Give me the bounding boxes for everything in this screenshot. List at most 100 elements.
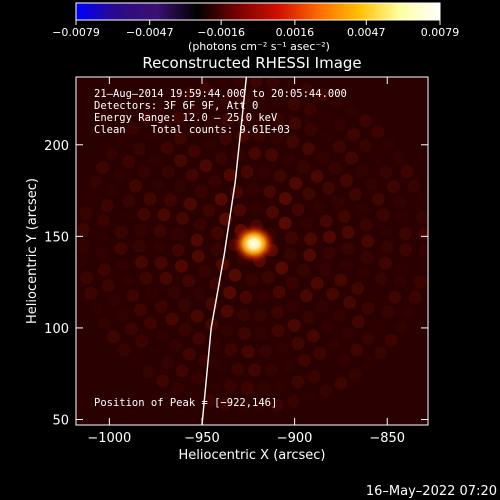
sidelobe-blob [270,398,284,412]
sidelobe-blob [190,233,204,247]
sidelobe-blob [313,346,327,360]
solar-limb-curve [201,77,248,425]
sidelobe-blob [254,309,268,323]
sidelobe-blob [239,290,253,304]
y-tick-label: 150 [44,230,69,245]
sidelobe-blob [319,130,333,144]
sidelobe-blob [278,216,292,230]
sidelobe-blob [153,224,167,238]
sidelobe-blob [233,203,247,217]
sidelobe-blob [219,132,233,146]
sidelobe-blob [220,304,234,318]
sidelobe-blob [223,379,237,393]
sidelobe-blob [303,390,317,404]
colorbar-tick-label: −0.0047 [126,26,174,39]
sidelobe-blob [291,337,305,350]
sidelobe-blob [310,169,324,183]
sidelobe-blob [278,192,292,206]
sidelobe-blob [306,329,320,343]
sidelobe-blob [348,368,362,381]
sidelobe-blob [387,180,400,194]
sidelobe-blob [326,287,340,301]
sidelobe-blob [345,151,359,165]
sidelobe-blob [287,318,301,332]
sidelobe-blob [237,327,251,340]
sidelobe-blob [186,389,200,402]
sidelobe-blob [176,211,190,225]
sidelobe-blob [89,175,103,189]
sidelobe-blob [322,362,336,376]
sidelobe-blob [237,308,251,322]
sidelobe-blob [289,176,303,190]
sidelobe-blob [134,223,148,237]
sidelobe-blob [240,165,254,179]
sidelobe-blob [318,262,332,276]
sidelobe-blob [351,315,365,329]
sidelobe-blob [248,363,262,377]
sidelobe-blob [178,323,192,337]
sidelobe-blob [281,359,295,373]
sidelobe-blob [168,338,182,352]
sidelobe-blob [159,271,173,285]
sidelobe-blob [208,338,222,352]
sidelobe-blob [194,218,207,231]
sidelobe-blob [298,354,312,367]
y-axis-label: Heliocentric Y (arcsec) [25,178,40,324]
sidelobe-blob [174,154,188,168]
sidelobe-blob [137,207,151,221]
sidelobe-blob [374,346,387,360]
sidelobe-blob [115,308,129,322]
sidelobe-blob [171,243,185,257]
x-tick-label: −850 [369,431,405,446]
sidelobe-blob [144,130,158,144]
sidelobe-blob [156,374,170,388]
sidelobe-blob [256,290,270,304]
sidelobe-blob [355,202,369,216]
colorbar [75,2,441,21]
sidelobe-blob [129,354,143,368]
sidelobe-blob [107,294,121,308]
sidelobe-blob [302,187,316,201]
sidelobe-blob [288,117,302,130]
sidelobe-blob [137,165,151,179]
sidelobe-blob [79,206,93,220]
sidelobe-blob [258,344,272,358]
sidelobe-blob [340,174,353,187]
sidelobe-blob [270,94,284,108]
sidelobe-blob [96,161,110,175]
sidelobe-blob [98,316,112,330]
sidelobe-blob [270,305,284,319]
sidelobe-blob [316,150,330,164]
sidelobe-blob [303,248,317,262]
sidelobe-blob [214,152,228,166]
sidelobe-blob [265,148,279,162]
sidelobe-blob [320,320,334,334]
sidelobe-blob [382,137,396,151]
sidelobe-blob [275,342,289,356]
sidelobe-blob [223,286,237,300]
x-tick-label: −1000 [87,431,131,446]
sidelobe-blob [399,243,413,257]
sidelobe-blob [249,77,263,88]
sidelobe-blob [207,376,221,390]
sidelobe-blob [300,216,314,230]
colorbar-tick-label: 0.0047 [347,26,386,39]
sidelobe-blob [416,211,428,225]
sidelobe-blob [185,168,199,182]
sidelobe-blob [83,191,97,204]
sidelobe-blob [120,273,134,287]
sidelobe-blob [361,234,375,248]
sidelobe-blob [364,178,378,191]
sidelobe-blob [341,225,355,239]
sidelobe-blob [359,139,373,153]
sidelobe-blob [190,309,204,323]
sidelobe-blob [208,175,222,189]
sidelobe-blob [191,249,205,263]
sidelobe-blob [90,301,104,315]
sidelobe-blob [228,268,242,282]
sidelobe-blob [360,250,374,264]
sidelobe-blob [253,399,267,413]
plot-frame [75,76,429,426]
sidelobe-blob [253,129,267,142]
sidelobe-blob [178,298,191,312]
